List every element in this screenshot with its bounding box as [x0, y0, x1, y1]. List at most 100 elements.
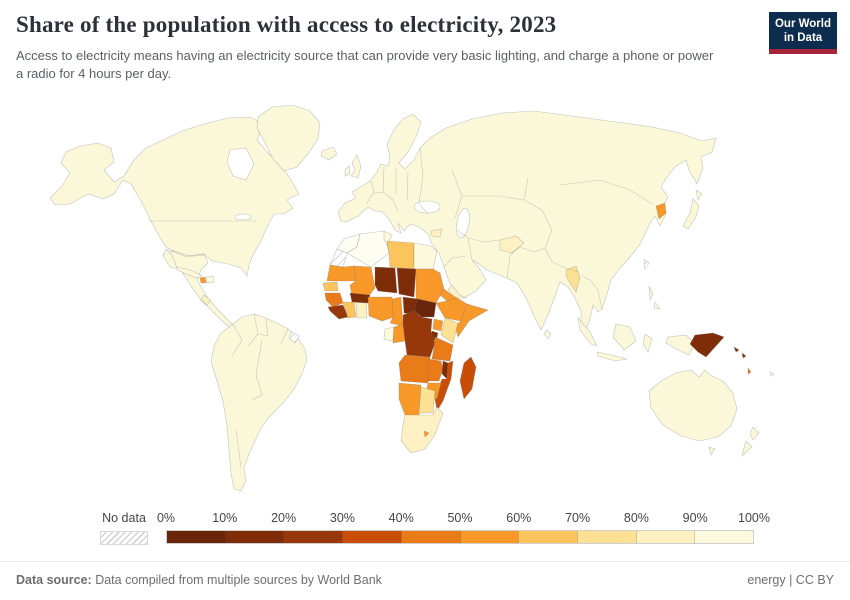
legend-bin-0-10%[interactable] [167, 531, 225, 543]
region-mozambique[interactable] [434, 360, 454, 412]
landmass-philippines-south[interactable] [653, 301, 661, 310]
landmass-dominican-republic[interactable] [205, 275, 215, 284]
legend-tick-label: 40% [388, 511, 414, 525]
legend-tick-label: 20% [271, 511, 297, 525]
region-burkina-faso[interactable] [349, 292, 371, 304]
landmass-fiji[interactable] [769, 371, 775, 377]
landmass-iceland[interactable] [320, 146, 338, 161]
region-taiwan[interactable] [643, 258, 650, 270]
region-senegal[interactable] [322, 281, 339, 292]
region-guatemala[interactable] [200, 294, 212, 306]
region-angola[interactable] [398, 354, 431, 384]
region-papua-new-guinea[interactable] [689, 332, 725, 358]
region-syria[interactable] [430, 228, 443, 238]
region-niger[interactable] [374, 266, 398, 294]
chart-title: Share of the population with access to e… [16, 12, 557, 37]
legend-bin-30-40%[interactable] [342, 531, 401, 543]
legend-tick-label: 50% [447, 511, 473, 525]
landmass-borneo[interactable] [612, 323, 637, 351]
region-french-guiana[interactable] [288, 331, 300, 344]
caspian-sea [456, 207, 470, 239]
legend-no-data-label: No data [102, 511, 146, 525]
black-sea [413, 200, 441, 214]
region-kenya[interactable] [440, 317, 459, 344]
landmass-new-zealand-south[interactable] [741, 440, 753, 457]
legend-color-bar [166, 530, 754, 544]
chart-footer: Data source: Data compiled from multiple… [0, 561, 850, 600]
legend-no-data-swatch[interactable] [100, 531, 148, 545]
landmass-baja[interactable] [162, 248, 178, 269]
legend-tick-label: 10% [212, 511, 238, 525]
legend-bin-80-90%[interactable] [635, 531, 695, 543]
legend-bin-60-70%[interactable] [518, 531, 577, 543]
legend-bar: 0% 10% 20% 30% 40% 50% 60% 70% 80% 90% 100% [157, 511, 770, 544]
region-uganda[interactable] [432, 318, 444, 332]
region-gabon[interactable] [383, 326, 395, 342]
map-legend: No data 0% 10% 20% 30% 40% 50% 60% 70% 80% 90% 100… [0, 511, 850, 553]
owid-logo-line2: in Data [783, 31, 823, 44]
legend-bin-90-100%[interactable] [694, 531, 754, 543]
footer-source-text: Data compiled from multiple sources by W… [91, 573, 382, 587]
region-dr-congo[interactable] [402, 310, 436, 358]
legend-bin-10-20%[interactable] [224, 531, 284, 543]
landmass-new-zealand-north[interactable] [749, 426, 760, 441]
owid-logo[interactable]: Our World in Data [769, 12, 837, 55]
region-myanmar[interactable] [565, 265, 581, 293]
legend-bin-50-60%[interactable] [459, 531, 519, 543]
region-vanuatu[interactable] [747, 367, 752, 375]
region-madagascar[interactable] [459, 356, 477, 400]
landmass-australia[interactable] [648, 369, 738, 442]
landmass-japan[interactable] [682, 198, 700, 230]
landmass-sri-lanka[interactable] [543, 329, 552, 340]
region-sudan[interactable] [415, 268, 445, 304]
landmass-tasmania[interactable] [708, 446, 716, 456]
landmass-sumatra[interactable] [577, 316, 598, 347]
region-haiti[interactable] [199, 276, 207, 284]
region-ghana[interactable] [355, 301, 368, 319]
landmass-eurasia[interactable] [337, 110, 717, 334]
owid-logo-line1: Our World [774, 18, 831, 30]
landmass-greenland[interactable] [256, 104, 321, 172]
region-mauritania[interactable] [326, 264, 357, 282]
region-congo[interactable] [392, 323, 406, 344]
region-egypt[interactable] [413, 242, 438, 270]
region-guinea[interactable] [324, 292, 344, 308]
landmass-java[interactable] [596, 351, 628, 362]
landmass-south-america[interactable] [210, 313, 308, 492]
region-chad[interactable] [396, 267, 417, 298]
landmass-hokkaido[interactable] [695, 189, 703, 201]
legend-bin-70-80%[interactable] [576, 531, 636, 543]
footer-license[interactable]: energy | CC BY [747, 573, 834, 587]
legend-bin-40-50%[interactable] [400, 531, 460, 543]
landmass-cuba[interactable] [176, 266, 203, 279]
landmass-philippines-north[interactable] [648, 285, 654, 302]
region-somalia[interactable] [454, 303, 489, 338]
region-botswana[interactable] [418, 386, 436, 414]
region-solomon-islands[interactable] [733, 346, 747, 359]
region-south-africa[interactable] [400, 406, 444, 454]
region-zambia[interactable] [427, 358, 444, 382]
region-cote-divoire[interactable] [342, 301, 357, 319]
region-north-korea[interactable] [655, 202, 667, 220]
footer-source: Data source: Data compiled from multiple… [16, 573, 382, 587]
legend-no-data: No data [100, 511, 148, 545]
landmass-great-britain[interactable] [350, 154, 362, 179]
landmass-sulawesi[interactable] [642, 333, 653, 353]
region-namibia[interactable] [398, 382, 422, 418]
region-yemen[interactable] [447, 284, 467, 299]
region-lesotho[interactable] [423, 430, 430, 438]
legend-bin-20-30%[interactable] [283, 531, 343, 543]
region-sierra-leone-liberia[interactable] [327, 304, 349, 320]
region-cameroon[interactable] [389, 296, 404, 327]
region-nigeria[interactable] [367, 296, 395, 322]
hudson-bay [226, 147, 255, 181]
region-libya[interactable] [386, 240, 415, 270]
region-south-sudan[interactable] [413, 298, 437, 318]
great-lakes [234, 213, 252, 221]
region-tanzania[interactable] [431, 336, 454, 362]
landmass-ireland[interactable] [344, 165, 351, 177]
region-tunisia[interactable] [383, 230, 393, 246]
landmass-west-new-guinea[interactable] [665, 334, 696, 356]
region-afghanistan[interactable] [499, 235, 525, 254]
region-western-sahara[interactable] [329, 248, 348, 268]
